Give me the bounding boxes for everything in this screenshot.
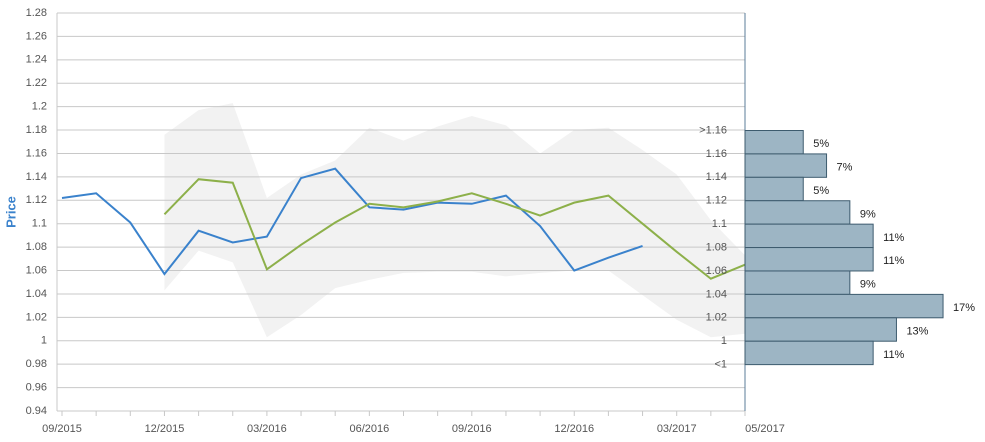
y-tick-label: 0.98 <box>26 358 47 370</box>
y-tick-label: 1.28 <box>26 7 47 19</box>
x-tick-label: 12/2016 <box>554 423 594 435</box>
y-tick-label: 1.04 <box>26 288 47 300</box>
bar-value-label: 9% <box>860 279 876 291</box>
bar <box>744 247 874 272</box>
bin-edge-label: 1.08 <box>706 241 727 253</box>
x-tick-label: 09/2015 <box>42 423 82 435</box>
y-tick-label: 1 <box>41 335 47 347</box>
bar <box>744 340 874 366</box>
bar-value-label: 9% <box>860 208 876 220</box>
x-tick-label: 03/2016 <box>247 423 287 435</box>
bar <box>744 200 851 225</box>
bin-edge-label: 1 <box>721 335 727 347</box>
bar-value-label: 7% <box>837 162 853 174</box>
bar-value-label: 11% <box>883 349 904 361</box>
bar-value-label: 17% <box>953 302 975 314</box>
y-tick-label: 1.24 <box>26 54 47 66</box>
y-tick-label: 1.06 <box>26 264 47 276</box>
bin-edge-label: 1.1 <box>712 218 727 230</box>
bar-value-label: 5% <box>813 138 829 150</box>
x-tick-label: 03/2017 <box>657 423 697 435</box>
y-tick-label: 1.16 <box>26 147 47 159</box>
bin-edge-label: <1 <box>714 359 727 371</box>
y-tick-label: 1.22 <box>26 77 47 89</box>
bar-value-label: 11% <box>883 255 904 267</box>
series-line <box>163 178 746 280</box>
bar-value-label: 11% <box>883 232 904 244</box>
bin-edge-label: 1.06 <box>706 265 727 277</box>
bin-edge-label: 1.02 <box>706 312 727 324</box>
bin-edge-label: 1.16 <box>706 148 727 160</box>
x-tick-label: 05/2017 <box>745 423 785 435</box>
bar <box>744 153 828 178</box>
bar <box>744 176 804 202</box>
bin-edge-label: >1.16 <box>699 124 727 136</box>
range-band <box>164 103 745 338</box>
series-line <box>61 167 643 276</box>
y-tick-label: 1.2 <box>32 101 47 113</box>
bin-edge-label: 1.04 <box>706 288 727 300</box>
bar-value-label: 5% <box>813 185 829 197</box>
y-tick-label: 1.14 <box>26 171 47 183</box>
y-tick-label: 1.18 <box>26 124 47 136</box>
y-tick-label: 1.26 <box>26 30 47 42</box>
x-tick-label: 06/2016 <box>349 423 389 435</box>
y-tick-label: 0.96 <box>26 381 47 393</box>
y-tick-label: 1.1 <box>32 218 47 230</box>
bin-edge-label: 1.12 <box>706 195 727 207</box>
bar-value-label: 13% <box>906 325 928 337</box>
bar <box>744 270 851 295</box>
bar <box>744 223 874 249</box>
y-tick-label: 0.94 <box>26 405 47 417</box>
bar <box>744 317 897 342</box>
bar <box>744 130 804 155</box>
y-tick-label: 1.02 <box>26 311 47 323</box>
bar <box>744 293 944 319</box>
y-tick-label: 1.08 <box>26 241 47 253</box>
x-tick-label: 12/2015 <box>145 423 185 435</box>
bin-edge-label: 1.14 <box>706 171 727 183</box>
y-axis-label: Price <box>3 196 18 228</box>
x-tick-label: 09/2016 <box>452 423 492 435</box>
y-tick-label: 1.12 <box>26 194 47 206</box>
